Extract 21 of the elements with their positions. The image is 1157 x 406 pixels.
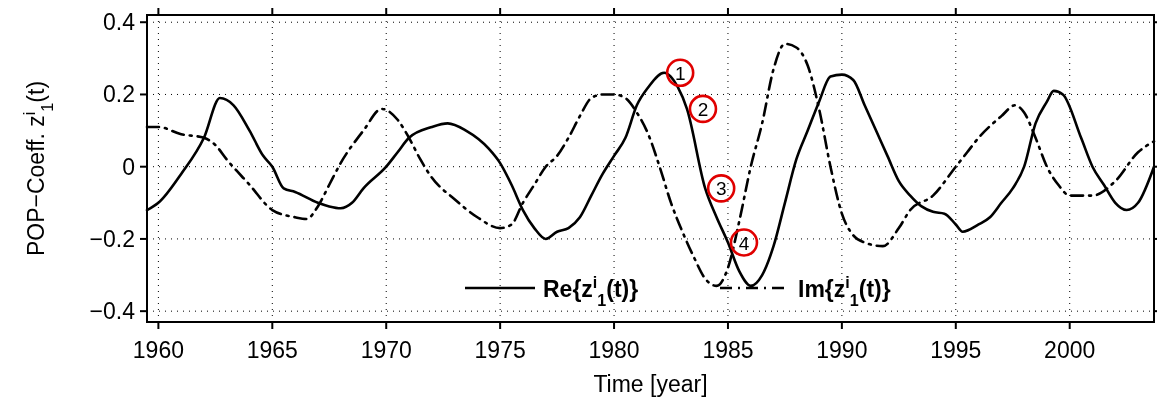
- x-tick-label: 1975: [474, 337, 526, 363]
- x-tick-label: 1965: [246, 337, 298, 363]
- annotation: 1: [674, 62, 686, 84]
- x-tick-label: 1995: [930, 337, 982, 363]
- y-tick-label: −0.4: [89, 298, 136, 325]
- x-tick-label: 1990: [816, 337, 868, 363]
- x-tick-label: 1985: [702, 337, 754, 363]
- x-tick-label: 1960: [132, 337, 184, 363]
- x-axis-title: Time [year]: [593, 371, 708, 397]
- y-tick-label: 0.4: [103, 9, 136, 36]
- legend-label: Re{z$^{i}$$_{1}$(t)}: [543, 273, 639, 309]
- annotation: 2: [697, 98, 709, 120]
- annotation: 3: [715, 178, 727, 200]
- y-tick-label: −0.2: [89, 225, 135, 252]
- x-tick-label: 1980: [588, 337, 640, 363]
- annotation: 4: [738, 232, 750, 254]
- x-tick-label: 2000: [1044, 337, 1096, 363]
- legend-label: Im{z$^{i}$$_{1}$(t)}: [798, 273, 891, 309]
- y-tick-label: 0: [122, 153, 135, 180]
- y-tick-label: 0.2: [103, 81, 135, 108]
- x-tick-label: 1970: [360, 337, 412, 363]
